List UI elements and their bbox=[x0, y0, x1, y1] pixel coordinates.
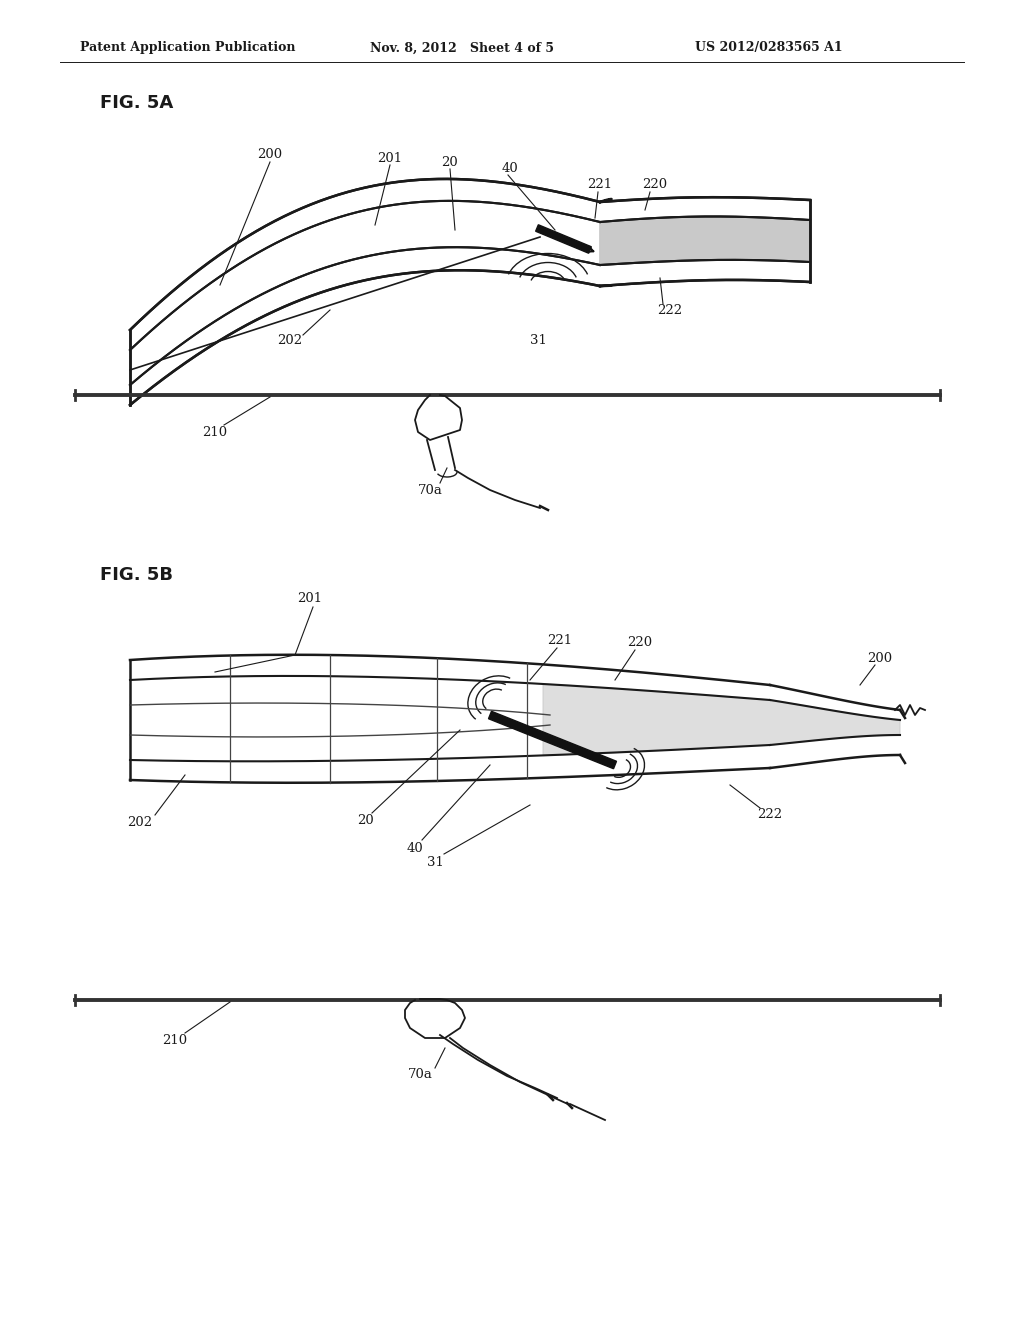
Text: 221: 221 bbox=[548, 634, 572, 647]
Polygon shape bbox=[543, 684, 900, 755]
Text: 70a: 70a bbox=[418, 483, 442, 496]
Text: 210: 210 bbox=[203, 425, 227, 438]
Text: 220: 220 bbox=[642, 178, 668, 191]
Polygon shape bbox=[600, 216, 810, 265]
Text: 202: 202 bbox=[127, 816, 153, 829]
Text: US 2012/0283565 A1: US 2012/0283565 A1 bbox=[695, 41, 843, 54]
Text: 31: 31 bbox=[529, 334, 547, 346]
Text: 20: 20 bbox=[441, 156, 459, 169]
Text: 31: 31 bbox=[427, 855, 443, 869]
Text: 200: 200 bbox=[867, 652, 893, 664]
Text: FIG. 5B: FIG. 5B bbox=[100, 566, 173, 583]
Text: 201: 201 bbox=[378, 152, 402, 165]
Text: FIG. 5A: FIG. 5A bbox=[100, 94, 173, 112]
Text: 201: 201 bbox=[297, 591, 323, 605]
Text: 221: 221 bbox=[588, 178, 612, 191]
Text: 200: 200 bbox=[257, 149, 283, 161]
Polygon shape bbox=[536, 224, 591, 253]
Text: 220: 220 bbox=[628, 635, 652, 648]
Text: 70a: 70a bbox=[408, 1068, 432, 1081]
Polygon shape bbox=[600, 216, 810, 265]
Text: 222: 222 bbox=[657, 304, 683, 317]
Text: 210: 210 bbox=[163, 1034, 187, 1047]
Text: 202: 202 bbox=[278, 334, 302, 346]
Text: Nov. 8, 2012   Sheet 4 of 5: Nov. 8, 2012 Sheet 4 of 5 bbox=[370, 41, 554, 54]
Text: 40: 40 bbox=[502, 161, 518, 174]
Polygon shape bbox=[488, 711, 616, 768]
Polygon shape bbox=[600, 216, 810, 265]
Text: 20: 20 bbox=[356, 813, 374, 826]
Text: 222: 222 bbox=[758, 808, 782, 821]
Text: 40: 40 bbox=[407, 842, 423, 854]
Text: Patent Application Publication: Patent Application Publication bbox=[80, 41, 296, 54]
